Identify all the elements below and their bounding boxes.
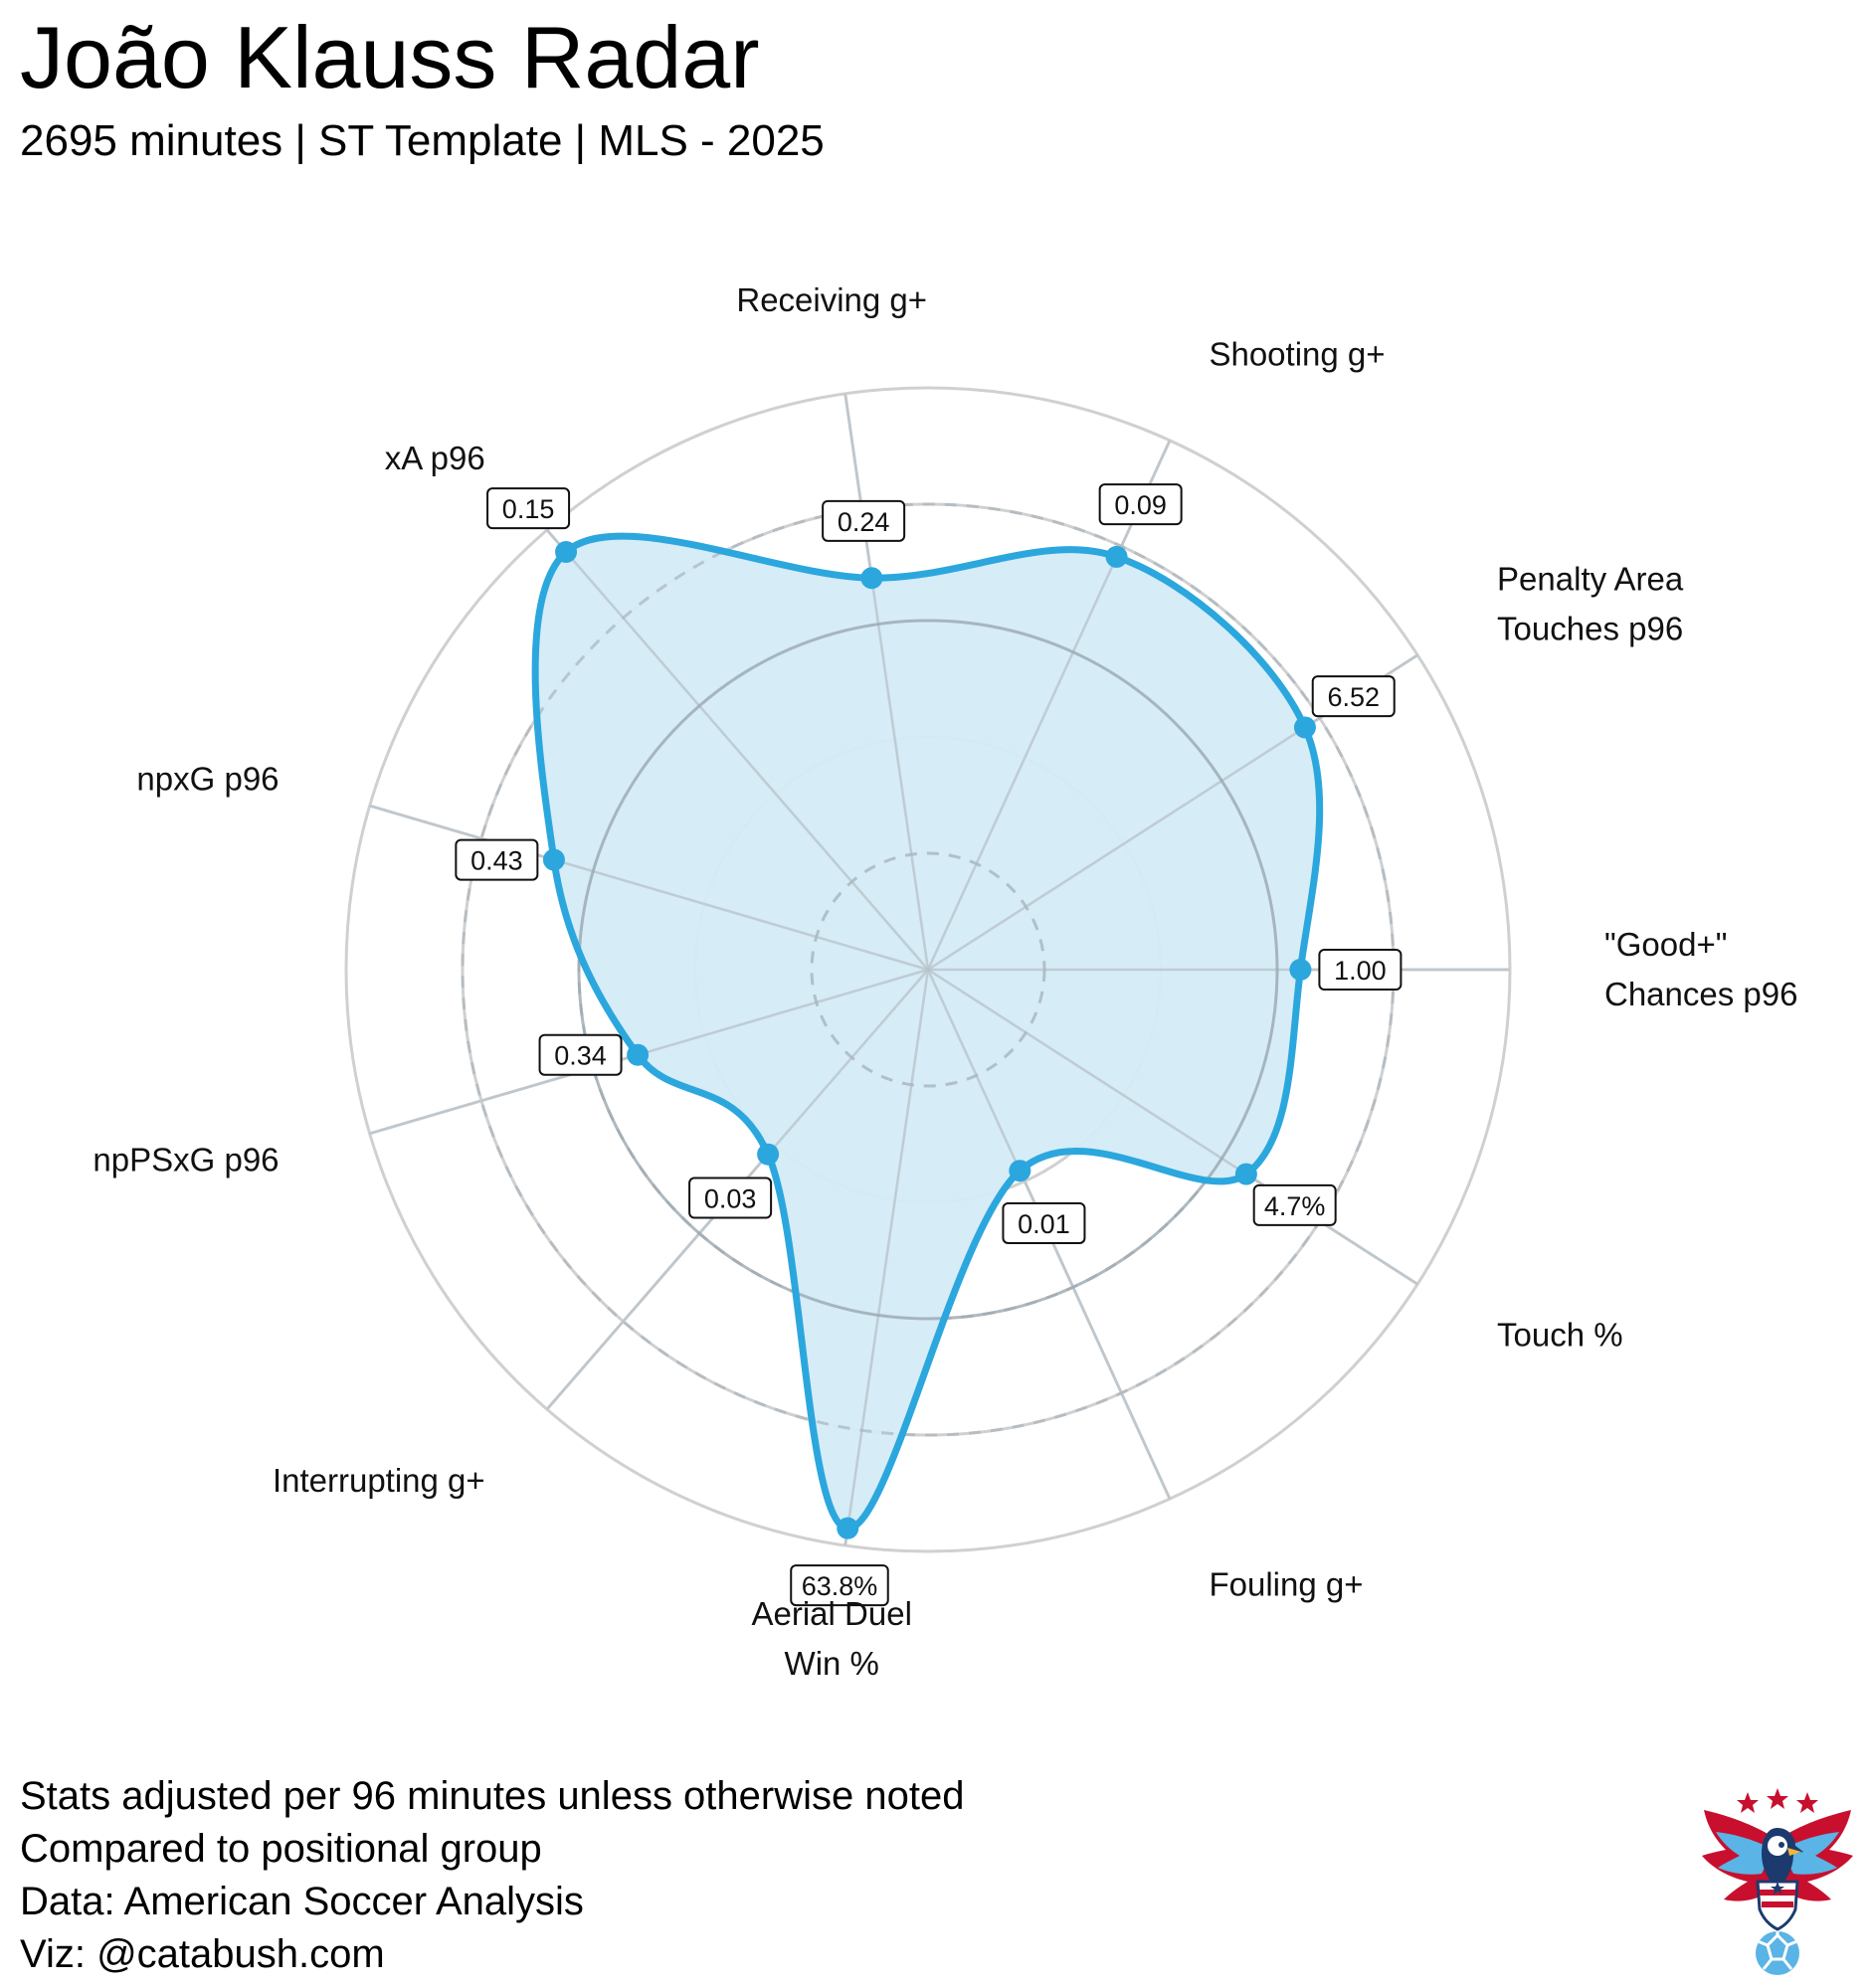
- value-label-text: 0.15: [502, 494, 555, 524]
- grid-ring-overlay: [577, 619, 1279, 1321]
- axis-label: Aerial Duel: [752, 1595, 912, 1632]
- data-point: [1009, 1160, 1031, 1182]
- grid-spoke-overlay: [369, 804, 929, 972]
- grid-ring-overlay: [810, 851, 1046, 1088]
- data-point: [757, 1143, 780, 1166]
- value-label-box: [486, 487, 571, 530]
- data-point: [1293, 716, 1316, 739]
- value-label: 63.8%: [790, 1564, 889, 1607]
- value-label-box: [1311, 675, 1396, 718]
- value-label: 0.43: [455, 838, 539, 881]
- value-label-box: [790, 1564, 889, 1607]
- value-label-text: 63.8%: [802, 1571, 878, 1601]
- radar-labels: 1.00 6.52 0.09 0.24 0.15 0.43 0.34 0.03 63.8% 0.0…: [93, 281, 1797, 1682]
- radar-area: [535, 536, 1320, 1529]
- value-label-box: [1318, 949, 1403, 991]
- axis-label: Chances p96: [1604, 976, 1797, 1012]
- footnote-viz-credit: Viz: @catabush.com: [20, 1932, 385, 1976]
- axis-label: Shooting g+: [1209, 335, 1385, 372]
- value-label: 0.03: [688, 1176, 773, 1219]
- radar-chart: 1.00 6.52 0.09 0.24 0.15 0.43 0.34 0.03 63.8% 0.0…: [93, 281, 1797, 1682]
- axis-label: xA p96: [385, 440, 485, 476]
- value-label-text: 1.00: [1334, 956, 1387, 986]
- data-point: [860, 567, 883, 590]
- value-label-box: [1252, 1183, 1337, 1226]
- eagle-soccer-ball-icon: [1702, 1788, 1853, 1975]
- grid-spoke-overlay: [927, 968, 1418, 1286]
- value-label: 0.24: [822, 499, 906, 542]
- data-point: [837, 1517, 859, 1539]
- axis-label: Touches p96: [1497, 610, 1683, 646]
- data-point: [555, 540, 578, 563]
- grid-spoke-overlay: [843, 969, 930, 1546]
- value-label: 1.00: [1318, 949, 1403, 991]
- axis-label: Penalty Area: [1497, 560, 1684, 597]
- data-point: [627, 1043, 650, 1066]
- value-label-text: 4.7%: [1264, 1191, 1326, 1221]
- value-label: 0.09: [1098, 483, 1183, 526]
- value-label-box: [688, 1176, 773, 1219]
- axis-label: npxG p96: [136, 760, 279, 797]
- value-label: 0.34: [538, 1033, 623, 1076]
- value-label-text: 0.43: [470, 846, 523, 876]
- grid-spoke-overlay: [545, 529, 929, 971]
- data-point: [1289, 959, 1312, 981]
- axis-label: "Good+": [1604, 926, 1727, 963]
- value-label: 0.15: [486, 487, 571, 530]
- axis-label: Fouling g+: [1209, 1566, 1363, 1603]
- data-point: [542, 848, 565, 871]
- value-label-text: 0.01: [1018, 1209, 1070, 1239]
- footnote-comparison: Compared to positional group: [20, 1827, 542, 1871]
- grid-spoke-overlay: [369, 968, 929, 1136]
- axis-label: Touch %: [1497, 1317, 1623, 1354]
- chart-subtitle: 2695 minutes | ST Template | MLS - 2025: [20, 116, 825, 165]
- axis-label: Win %: [785, 1645, 879, 1682]
- value-label-box: [538, 1033, 623, 1076]
- value-label-box: [1098, 483, 1183, 526]
- value-label-text: 0.34: [554, 1041, 607, 1071]
- axis-label: Interrupting g+: [273, 1462, 485, 1499]
- footnote-data-source: Data: American Soccer Analysis: [20, 1880, 584, 1923]
- chart-title: João Klauss Radar: [20, 8, 760, 106]
- value-label-text: 0.09: [1114, 490, 1167, 520]
- data-point: [1105, 545, 1128, 568]
- value-label-box: [822, 499, 906, 542]
- axis-label: npPSxG p96: [93, 1142, 279, 1178]
- grid-spoke-overlay: [926, 440, 1172, 971]
- grid-spoke-overlay: [843, 393, 930, 971]
- data-point: [1234, 1163, 1257, 1185]
- value-label-box: [1002, 1201, 1086, 1244]
- axis-label: Receiving g+: [736, 281, 927, 318]
- footnote-adjusted: Stats adjusted per 96 minutes unless oth…: [20, 1774, 965, 1818]
- value-label: 0.01: [1002, 1201, 1086, 1244]
- value-label: 6.52: [1311, 675, 1396, 718]
- value-label: 4.7%: [1252, 1183, 1337, 1226]
- value-label-box: [455, 838, 539, 881]
- footnotes: Stats adjusted per 96 minutes unless oth…: [20, 1770, 964, 1981]
- value-label-text: 0.03: [704, 1184, 757, 1214]
- value-label-text: 0.24: [838, 507, 890, 537]
- value-label-text: 6.52: [1327, 682, 1380, 712]
